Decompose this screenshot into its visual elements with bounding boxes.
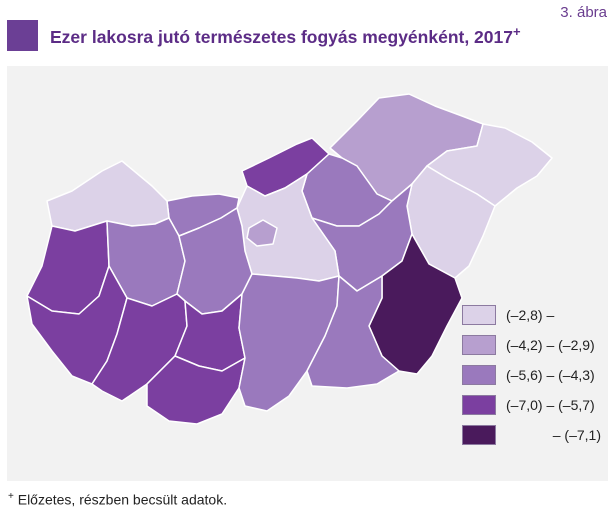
- legend-item: (–5,6) – (–4,3): [462, 364, 615, 386]
- legend-swatch: [462, 425, 496, 445]
- legend-swatch: [462, 365, 496, 385]
- legend-label: (–7,0) – (–5,7): [506, 397, 595, 413]
- county-csongrad: [306, 275, 400, 389]
- legend-item: (–2,8) –: [462, 304, 615, 326]
- legend-item: – (–7,1): [462, 424, 615, 446]
- legend-swatch: [462, 335, 496, 355]
- title-marker: [7, 20, 38, 51]
- county-bacs: [238, 273, 340, 412]
- county-budapest: [246, 219, 278, 247]
- title-row: Ezer lakosra jutó természetes fogyás meg…: [7, 20, 555, 51]
- legend-swatch: [462, 305, 496, 325]
- legend-item: (–7,0) – (–5,7): [462, 394, 615, 416]
- map-legend: (–2,8) – (–4,2) – (–2,9) (–5,6) – (–4,3)…: [462, 304, 615, 454]
- figure-number: 3. ábra: [560, 4, 607, 21]
- legend-swatch: [462, 395, 496, 415]
- legend-label: (–4,2) – (–2,9): [506, 337, 595, 353]
- footnote: + Előzetes, részben becsült adatok.: [8, 491, 228, 508]
- legend-label: (–5,6) – (–4,3): [506, 367, 595, 383]
- legend-item: (–4,2) – (–2,9): [462, 334, 615, 356]
- legend-label: – (–7,1): [552, 427, 601, 443]
- map-title: Ezer lakosra jutó természetes fogyás meg…: [50, 23, 521, 47]
- legend-label: (–2,8) –: [506, 307, 555, 323]
- county-map: [26, 93, 553, 425]
- map-panel: (–2,8) – (–4,2) – (–2,9) (–5,6) – (–4,3)…: [7, 66, 608, 481]
